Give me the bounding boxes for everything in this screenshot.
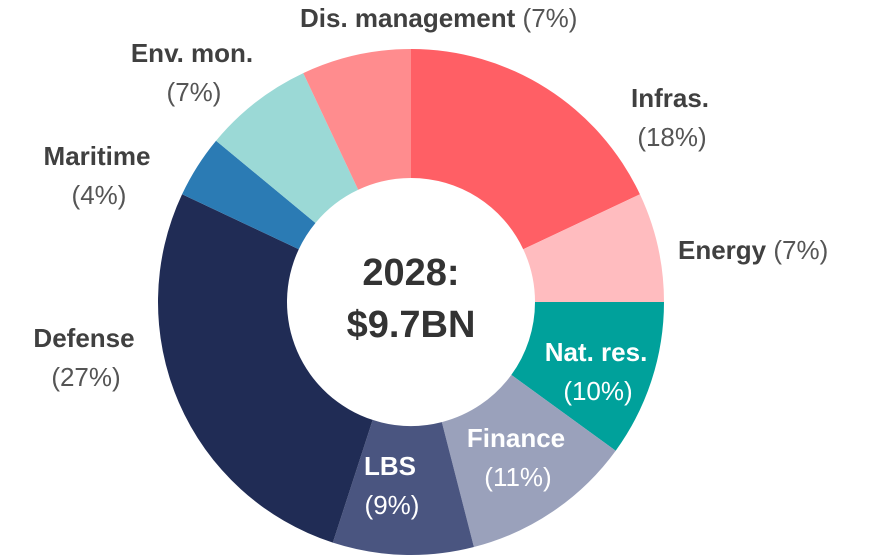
category-name: Env. mon. bbox=[131, 38, 253, 68]
category-name: Defense bbox=[33, 323, 134, 353]
category-name: Energy bbox=[678, 235, 767, 265]
slice-label: Energy (7%) bbox=[678, 235, 828, 265]
value-label: (7%) bbox=[523, 3, 578, 33]
value-label: (7%) bbox=[167, 77, 222, 107]
value-label: (11%) bbox=[484, 462, 551, 492]
center-label: $9.7BN bbox=[347, 304, 476, 346]
labels: Infras. (18%) Energy (7%) Nat. res. (10%) Fin… bbox=[33, 3, 828, 520]
slice bbox=[441, 374, 616, 548]
slice bbox=[157, 194, 373, 543]
value-label: (9%) bbox=[365, 490, 420, 520]
category-name: LBS bbox=[364, 451, 416, 481]
slice bbox=[332, 419, 474, 555]
slice bbox=[511, 302, 664, 451]
category-name: Dis. management bbox=[300, 3, 516, 33]
value-label: (10%) bbox=[563, 376, 632, 406]
value-label: (7%) bbox=[773, 235, 828, 265]
category-name: Nat. res. bbox=[545, 337, 648, 367]
slice bbox=[182, 140, 316, 250]
category-name: Finance bbox=[467, 423, 565, 453]
category-name: Maritime bbox=[44, 141, 151, 171]
slice-label: Dis. management (7%) bbox=[300, 3, 577, 33]
slice bbox=[303, 49, 411, 190]
slice bbox=[216, 73, 359, 223]
slice bbox=[523, 194, 664, 302]
center-label: 2028: bbox=[362, 252, 459, 294]
value-label: (4%) bbox=[72, 180, 127, 210]
slices bbox=[157, 49, 664, 555]
value-label: (27%) bbox=[51, 362, 120, 392]
value-label: (18%) bbox=[637, 122, 706, 152]
slice bbox=[411, 49, 640, 250]
category-name: Infras. bbox=[631, 83, 709, 113]
